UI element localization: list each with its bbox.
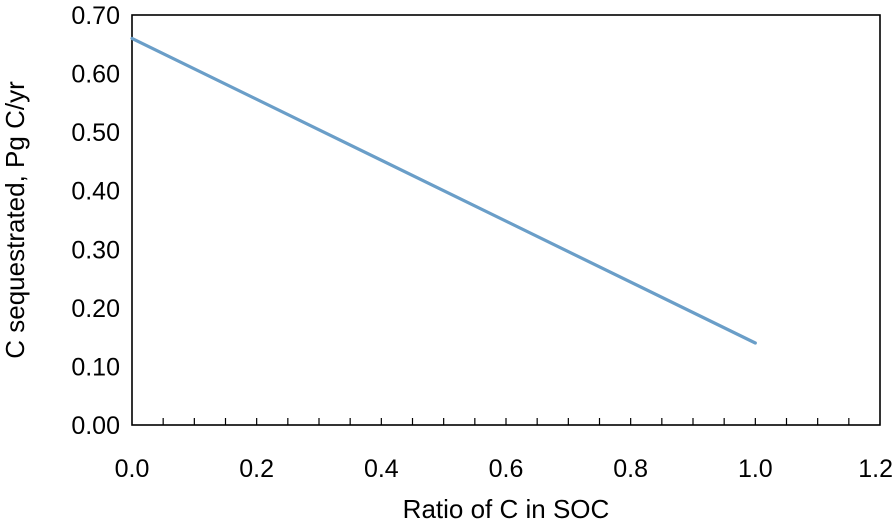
x-tick-label: 1.2 bbox=[858, 455, 893, 483]
y-tick-label: 0.60 bbox=[71, 61, 120, 89]
y-axis-label: C sequestrated, Pg C/yr bbox=[0, 81, 30, 359]
series-line bbox=[130, 36, 757, 345]
y-tick-label: 0.10 bbox=[71, 353, 120, 381]
x-tick-label: 0.0 bbox=[115, 455, 150, 483]
y-tick-label: 0.00 bbox=[71, 412, 120, 440]
x-tick-label: 0.8 bbox=[613, 455, 648, 483]
y-tick-label: 0.70 bbox=[71, 2, 120, 30]
y-tick-label: 0.20 bbox=[71, 295, 120, 323]
x-tick-label: 0.6 bbox=[489, 455, 524, 483]
x-tick-label: 0.2 bbox=[239, 455, 274, 483]
x-tick-labels: 0.0 0.2 0.4 0.6 0.8 1.0 1.2 bbox=[115, 455, 893, 483]
y-tick-label: 0.30 bbox=[71, 236, 120, 264]
y-tick-label: 0.50 bbox=[71, 119, 120, 147]
x-axis-label: Ratio of C in SOC bbox=[403, 494, 610, 524]
x-minor-ticks bbox=[162, 418, 850, 425]
y-tick-label: 0.40 bbox=[71, 178, 120, 206]
x-tick-label: 0.4 bbox=[364, 455, 399, 483]
x-tick-label: 1.0 bbox=[738, 455, 773, 483]
y-tick-labels: 0.00 0.10 0.20 0.30 0.40 0.50 0.60 0.70 bbox=[71, 2, 120, 440]
series-layer bbox=[130, 36, 757, 345]
